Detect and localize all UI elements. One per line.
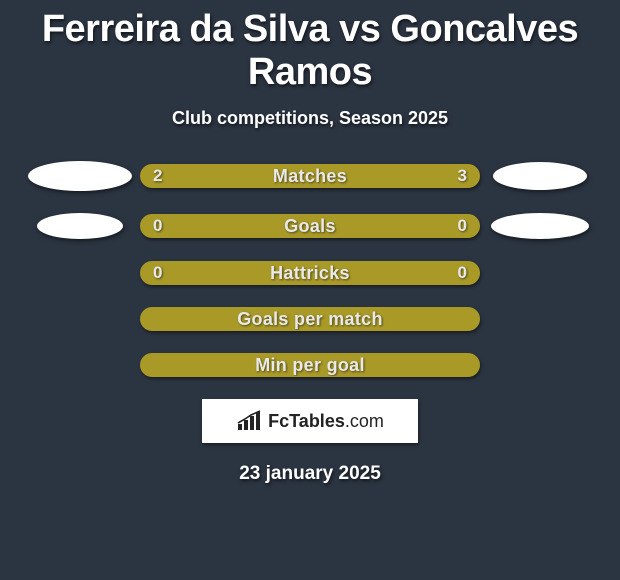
stat-row: 0 Goals 0 [0,213,620,239]
stat-row: Goals per match [0,307,620,331]
avatar-placeholder-icon [28,161,132,191]
stat-label: Goals per match [237,309,383,330]
brand-name: FcTables [268,411,345,431]
page-subtitle: Club competitions, Season 2025 [0,108,620,129]
left-avatar-slot [20,213,140,239]
left-avatar-slot [20,161,140,191]
stat-row: 2 Matches 3 [0,161,620,191]
brand-suffix: .com [345,411,384,431]
stat-row: 0 Hattricks 0 [0,261,620,285]
stat-right-value: 0 [458,263,467,283]
stat-left-value: 2 [153,166,162,186]
stat-row: Min per goal [0,353,620,377]
stat-left-value: 0 [153,216,162,236]
stats-container: 2 Matches 3 0 Goals 0 0 Hattricks [0,161,620,377]
brand-text: FcTables.com [268,411,384,432]
barchart-icon [236,410,264,432]
page-title: Ferreira da Silva vs Goncalves Ramos [0,0,620,94]
stat-label: Hattricks [270,263,350,284]
right-avatar-slot [480,213,600,239]
stat-label: Min per goal [255,355,365,376]
stat-left-value: 0 [153,263,162,283]
stat-bar: 0 Hattricks 0 [140,261,480,285]
stat-bar: 0 Goals 0 [140,214,480,238]
brand-inner: FcTables.com [236,410,384,432]
stat-label: Matches [273,166,347,187]
brand-badge[interactable]: FcTables.com [202,399,418,443]
stat-bar: 2 Matches 3 [140,164,480,188]
avatar-placeholder-icon [493,162,587,190]
avatar-placeholder-icon [37,213,123,239]
stat-right-value: 0 [458,216,467,236]
stat-bar: Min per goal [140,353,480,377]
stat-label: Goals [284,216,336,237]
avatar-placeholder-icon [491,213,589,239]
right-avatar-slot [480,162,600,190]
stat-right-value: 3 [458,166,467,186]
stat-bar: Goals per match [140,307,480,331]
footer-date: 23 january 2025 [0,463,620,485]
